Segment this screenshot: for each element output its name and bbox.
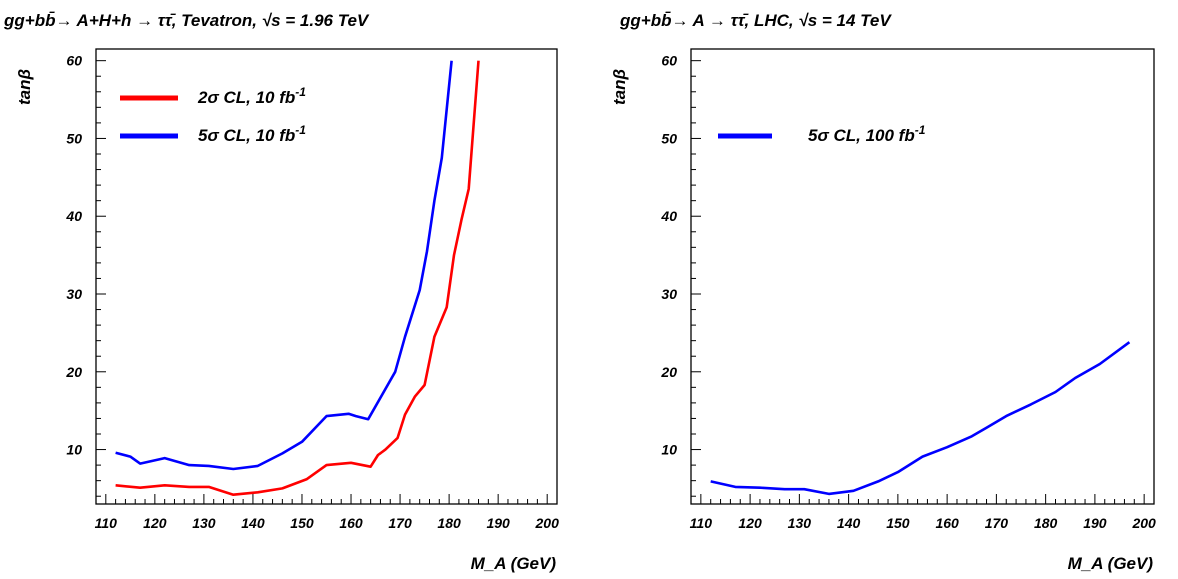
right-x-tick-labels: 110 120 130 140 150 160 170 180 190 200 bbox=[690, 515, 1156, 531]
left-series-line-1 bbox=[115, 60, 453, 471]
left-x-tick-label: 150 bbox=[290, 515, 314, 531]
left-y-axis-label: tanβ bbox=[15, 69, 34, 105]
left-x-tick-label: 140 bbox=[241, 515, 265, 531]
left-plot-frame bbox=[95, 48, 558, 505]
right-x-tick-label: 130 bbox=[788, 515, 812, 531]
right-x-tick-label: 190 bbox=[1083, 515, 1107, 531]
right-x-tick-label: 160 bbox=[935, 515, 959, 531]
left-y-tick-label: 10 bbox=[66, 442, 82, 458]
left-y-tick-labels: 10 20 30 40 50 60 bbox=[65, 53, 82, 458]
right-series-line-0 bbox=[710, 341, 1131, 496]
left-x-tick-label: 170 bbox=[388, 515, 412, 531]
right-y-tick-label: 20 bbox=[660, 364, 677, 380]
left-x-tick-label: 160 bbox=[339, 515, 363, 531]
left-y-tick-label: 50 bbox=[66, 130, 82, 146]
right-chart-title: gg+bb̄→ A → ττ̄, LHC, √s = 14 TeV bbox=[619, 11, 892, 30]
left-x-tick-labels: 110 120 130 140 150 160 170 180 190 200 bbox=[95, 515, 559, 531]
left-legend-label-2sigma: 2σ CL, 10 fb-1 bbox=[197, 85, 306, 107]
right-y-tick-label: 30 bbox=[661, 286, 677, 302]
right-x-tick-label: 200 bbox=[1131, 515, 1156, 531]
right-plot-frame bbox=[690, 48, 1155, 505]
right-x-tick-label: 170 bbox=[985, 515, 1009, 531]
right-x-tick-label: 180 bbox=[1034, 515, 1058, 531]
right-ticks bbox=[691, 60, 1145, 504]
left-x-tick-label: 130 bbox=[192, 515, 216, 531]
right-y-tick-label: 50 bbox=[661, 130, 677, 146]
right-y-tick-labels: 10 20 30 40 50 60 bbox=[660, 53, 677, 458]
right-legend-label-5sigma: 5σ CL, 100 fb-1 bbox=[808, 123, 926, 145]
left-x-tick-label: 110 bbox=[95, 515, 118, 531]
left-series-group bbox=[115, 60, 480, 497]
left-series-line-0 bbox=[115, 60, 480, 497]
left-legend-label-5sigma: 5σ CL, 10 fb-1 bbox=[198, 123, 306, 145]
left-panel: gg+bb̄→ A+H+h → ττ̄, Tevatron, √s = 1.96… bbox=[3, 11, 559, 573]
right-x-axis-label: M_A (GeV) bbox=[1068, 554, 1154, 573]
right-series-group bbox=[710, 341, 1131, 496]
left-y-tick-label: 30 bbox=[66, 286, 82, 302]
right-x-tick-label: 110 bbox=[690, 515, 713, 531]
left-x-tick-label: 190 bbox=[486, 515, 510, 531]
right-y-axis-label: tanβ bbox=[610, 69, 629, 105]
right-legend: 5σ CL, 100 fb-1 bbox=[718, 123, 926, 145]
right-x-tick-label: 120 bbox=[738, 515, 762, 531]
right-y-tick-label: 40 bbox=[660, 208, 677, 224]
right-x-tick-label: 150 bbox=[886, 515, 910, 531]
left-x-axis-label: M_A (GeV) bbox=[471, 554, 557, 573]
right-panel: gg+bb̄→ A → ττ̄, LHC, √s = 14 TeV 10 20 30… bbox=[610, 11, 1156, 573]
left-ticks bbox=[96, 60, 548, 504]
left-y-tick-label: 60 bbox=[66, 53, 82, 69]
left-chart-title: gg+bb̄→ A+H+h → ττ̄, Tevatron, √s = 1.96… bbox=[3, 11, 370, 30]
right-x-tick-label: 140 bbox=[837, 515, 861, 531]
left-x-tick-label: 200 bbox=[535, 515, 560, 531]
left-x-tick-label: 120 bbox=[143, 515, 167, 531]
left-legend: 2σ CL, 10 fb-1 5σ CL, 10 fb-1 bbox=[120, 85, 306, 145]
left-x-tick-label: 180 bbox=[437, 515, 461, 531]
right-y-tick-label: 10 bbox=[661, 442, 677, 458]
right-y-tick-label: 60 bbox=[661, 53, 677, 69]
left-y-tick-label: 20 bbox=[65, 364, 82, 380]
left-y-tick-label: 40 bbox=[65, 208, 82, 224]
